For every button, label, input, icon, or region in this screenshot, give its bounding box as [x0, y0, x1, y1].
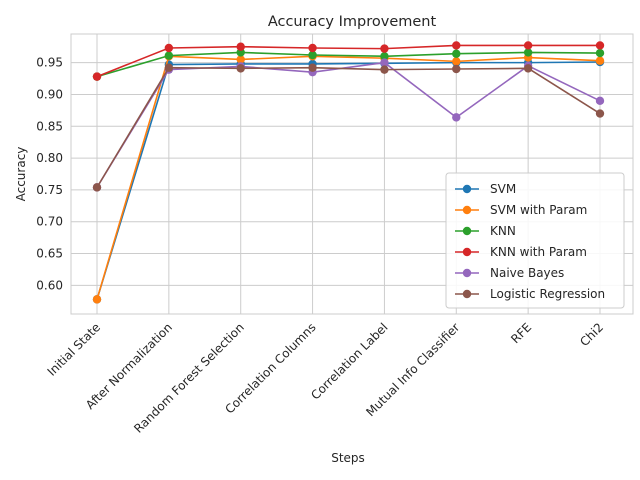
y-tick-label: 0.85: [36, 119, 63, 133]
legend-item: Logistic Regression: [455, 287, 605, 301]
data-point: [380, 58, 389, 67]
data-point: [92, 183, 102, 192]
data-point: [523, 64, 533, 73]
legend-label: SVM: [490, 182, 516, 196]
data-point: [308, 63, 317, 72]
legend-item: KNN: [455, 224, 516, 238]
series-line: [96, 55, 601, 300]
data-point: [595, 56, 605, 65]
plot-frame: [70, 33, 634, 315]
y-tick-labels: 0.60 0.65 0.70 0.75 0.80 0.85 0.90 0.95: [36, 56, 63, 293]
data-point: [595, 41, 605, 50]
chart-title: Accuracy Improvement: [268, 14, 437, 30]
legend-item: SVM: [455, 182, 516, 196]
legend-item: Naive Bayes: [455, 266, 564, 280]
data-point: [595, 96, 605, 106]
legend-label: KNN with Param: [490, 245, 587, 259]
y-tick-label: 0.60: [36, 278, 63, 292]
y-tick-label: 0.65: [36, 247, 63, 261]
legend-label: KNN: [490, 224, 516, 238]
series-lines: [92, 41, 605, 304]
y-axis-label: Accuracy: [14, 147, 28, 202]
y-tick-label: 0.70: [36, 215, 63, 229]
data-point: [452, 64, 461, 74]
legend-swatch-marker: [462, 205, 472, 215]
series-knn-with-param: [92, 41, 605, 81]
data-point: [236, 64, 245, 73]
legend-label: Logistic Regression: [490, 287, 605, 301]
legend-swatch-marker: [462, 247, 472, 257]
legend-item: SVM with Param: [455, 203, 587, 217]
series-logistic-regression: [92, 63, 605, 192]
data-point: [92, 72, 102, 81]
data-point: [164, 43, 174, 53]
legend-item: KNN with Param: [455, 245, 587, 259]
legend-box: [445, 172, 625, 309]
y-tick-label: 0.75: [36, 183, 63, 197]
data-point: [236, 55, 245, 64]
data-point: [452, 113, 461, 122]
y-tick-label: 0.80: [36, 151, 63, 165]
data-point: [523, 41, 533, 50]
data-point: [380, 44, 389, 53]
data-point: [308, 50, 317, 60]
data-point: [308, 43, 317, 53]
legend-swatch-marker: [462, 184, 472, 194]
series-line: [96, 51, 601, 78]
data-point: [523, 48, 533, 57]
data-point: [595, 48, 605, 58]
data-point: [164, 51, 174, 60]
data-point: [452, 49, 461, 58]
legend-swatch-marker: [462, 226, 472, 236]
y-tick-label: 0.95: [36, 56, 63, 70]
legend-label: SVM with Param: [490, 203, 587, 217]
data-point: [595, 109, 605, 118]
data-point: [380, 52, 389, 61]
data-point: [452, 41, 461, 50]
data-point: [164, 63, 174, 72]
data-point: [452, 57, 461, 66]
legend: SVM SVM with Param KNN KNN with Param Naive …: [445, 172, 625, 309]
data-point: [92, 295, 102, 304]
data-point: [380, 65, 389, 74]
series-line: [96, 61, 601, 300]
data-point: [236, 42, 245, 51]
legend-swatch-marker: [462, 268, 472, 278]
series-line: [96, 44, 600, 78]
legend-swatch-marker: [462, 289, 472, 299]
series-line: [96, 61, 601, 188]
legend-label: Naive Bayes: [490, 266, 564, 280]
x-axis-label: Steps: [331, 451, 365, 465]
y-tick-label: 0.90: [36, 87, 63, 101]
series-line: [96, 66, 601, 188]
